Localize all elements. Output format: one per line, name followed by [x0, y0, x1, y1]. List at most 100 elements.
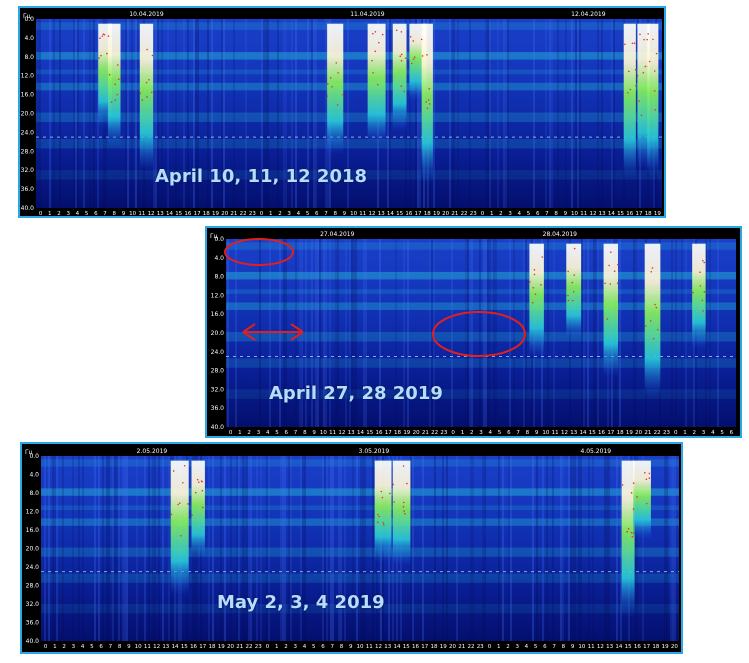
x-tick-label: 23: [663, 430, 670, 436]
activity-burst: [392, 23, 407, 131]
x-tick-label: 22: [654, 430, 661, 436]
x-tick-label: 22: [431, 430, 438, 436]
y-tick-label: 36.0: [211, 405, 225, 412]
unit-label: Гц: [210, 233, 218, 240]
x-tick-label: 23: [477, 644, 484, 650]
x-tick-label: 15: [617, 211, 624, 216]
y-tick-label: 0.0: [24, 16, 34, 23]
burst-speck: [647, 33, 649, 35]
x-tick-label: 12: [369, 211, 376, 216]
x-tick-label: 5: [85, 211, 89, 216]
burst-speck: [655, 52, 658, 55]
resonance-band: [41, 459, 679, 467]
burst-speck: [571, 299, 574, 302]
burst-speck: [411, 62, 413, 65]
burst-speck: [404, 57, 407, 59]
burst-speck: [426, 54, 428, 56]
burst-speck: [108, 73, 111, 76]
burst-speck: [632, 508, 635, 510]
burst-speck: [107, 35, 110, 37]
x-tick-label: 22: [461, 211, 468, 216]
x-tick-label: 17: [607, 430, 614, 436]
x-tick-label: 22: [240, 211, 247, 216]
spectrogram-1: 0.0 4.0 8.0 12.0 16.0 20.0 24.0 28.0 32.0 36.0 40.…: [21, 11, 662, 216]
activity-burst: [647, 23, 659, 177]
x-tick-label: 17: [635, 211, 642, 216]
burst-speck: [636, 74, 639, 77]
resonance-band: [36, 22, 662, 30]
x-tick-label: 3: [72, 644, 76, 650]
x-tick-label: 19: [218, 644, 225, 650]
burst-speck: [573, 274, 576, 276]
burst-speck: [182, 481, 184, 484]
burst-speck: [180, 534, 182, 537]
x-tick-label: 18: [617, 430, 624, 436]
x-tick-label: 5: [306, 211, 310, 216]
x-tick-label: 15: [403, 644, 410, 650]
burst-speck: [648, 477, 651, 479]
burst-speck: [412, 58, 415, 60]
burst-speck: [644, 471, 646, 474]
x-tick-label: 9: [571, 644, 575, 650]
x-tick-label: 10: [571, 211, 578, 216]
burst-speck: [572, 290, 575, 293]
x-tick-label: 19: [440, 644, 447, 650]
x-tick-label: 21: [422, 430, 429, 436]
x-tick-label: 5: [312, 644, 316, 650]
x-tick-label: 9: [535, 430, 539, 436]
burst-speck: [649, 320, 652, 322]
activity-burst: [374, 460, 392, 563]
burst-speck: [630, 492, 633, 494]
x-tick-label: 6: [99, 644, 103, 650]
burst-speck: [194, 491, 197, 494]
x-tick-label: 11: [588, 644, 595, 650]
burst-speck: [187, 503, 189, 505]
x-tick-label: 16: [626, 211, 633, 216]
burst-speck: [201, 489, 204, 492]
x-tick-label: 8: [562, 644, 566, 650]
burst-speck: [336, 104, 339, 106]
x-tick-label: 14: [387, 211, 394, 216]
x-tick-label: 5: [527, 211, 531, 216]
x-tick-label: 22: [467, 644, 474, 650]
activity-burst: [603, 243, 619, 378]
spectrogram-3: 0.0 4.0 8.0 12.0 16.0 20.0 24.0 28.0 32.0 36.0 40.…: [26, 448, 679, 650]
x-tick-label: 20: [449, 644, 456, 650]
x-tick-label: 19: [662, 644, 669, 650]
burst-speck: [403, 90, 406, 93]
x-tick-label: 15: [175, 211, 182, 216]
x-tick-label: 15: [366, 430, 373, 436]
x-tick-label: 23: [470, 211, 477, 216]
x-tick-label: 12: [148, 211, 155, 216]
x-tick-label: 2: [247, 430, 251, 436]
burst-speck: [702, 310, 704, 312]
activity-burst: [191, 460, 205, 560]
x-tick-label: 4: [266, 430, 270, 436]
burst-speck: [420, 38, 423, 41]
y-tick-label: 4.0: [29, 472, 39, 479]
x-tick-label: 11: [552, 430, 559, 436]
burst-speck: [404, 512, 406, 515]
x-tick-label: 19: [403, 430, 410, 436]
x-tick-label: 2: [693, 430, 697, 436]
x-tick-label: 7: [324, 211, 328, 216]
burst-speck: [639, 33, 641, 36]
burst-speck: [402, 501, 405, 504]
burst-speck: [196, 478, 199, 481]
burst-speck: [177, 503, 179, 506]
x-tick-label: 21: [451, 211, 458, 216]
chart-caption: April 27, 28 2019: [269, 383, 443, 404]
x-tick-label: 2: [284, 644, 288, 650]
burst-speck: [103, 33, 106, 36]
x-tick-label: 19: [654, 211, 661, 216]
burst-speck: [331, 85, 333, 88]
annotation-arrow: [242, 323, 304, 341]
x-tick-label: 14: [615, 644, 622, 650]
x-tick-label: 10: [578, 644, 585, 650]
burst-speck: [532, 301, 534, 304]
x-tick-label: 20: [635, 430, 642, 436]
resonance-band: [41, 488, 679, 496]
y-tick-label: 20.0: [26, 546, 40, 553]
x-tick-label: 14: [166, 211, 173, 216]
y-tick-label: 28.0: [21, 148, 35, 155]
